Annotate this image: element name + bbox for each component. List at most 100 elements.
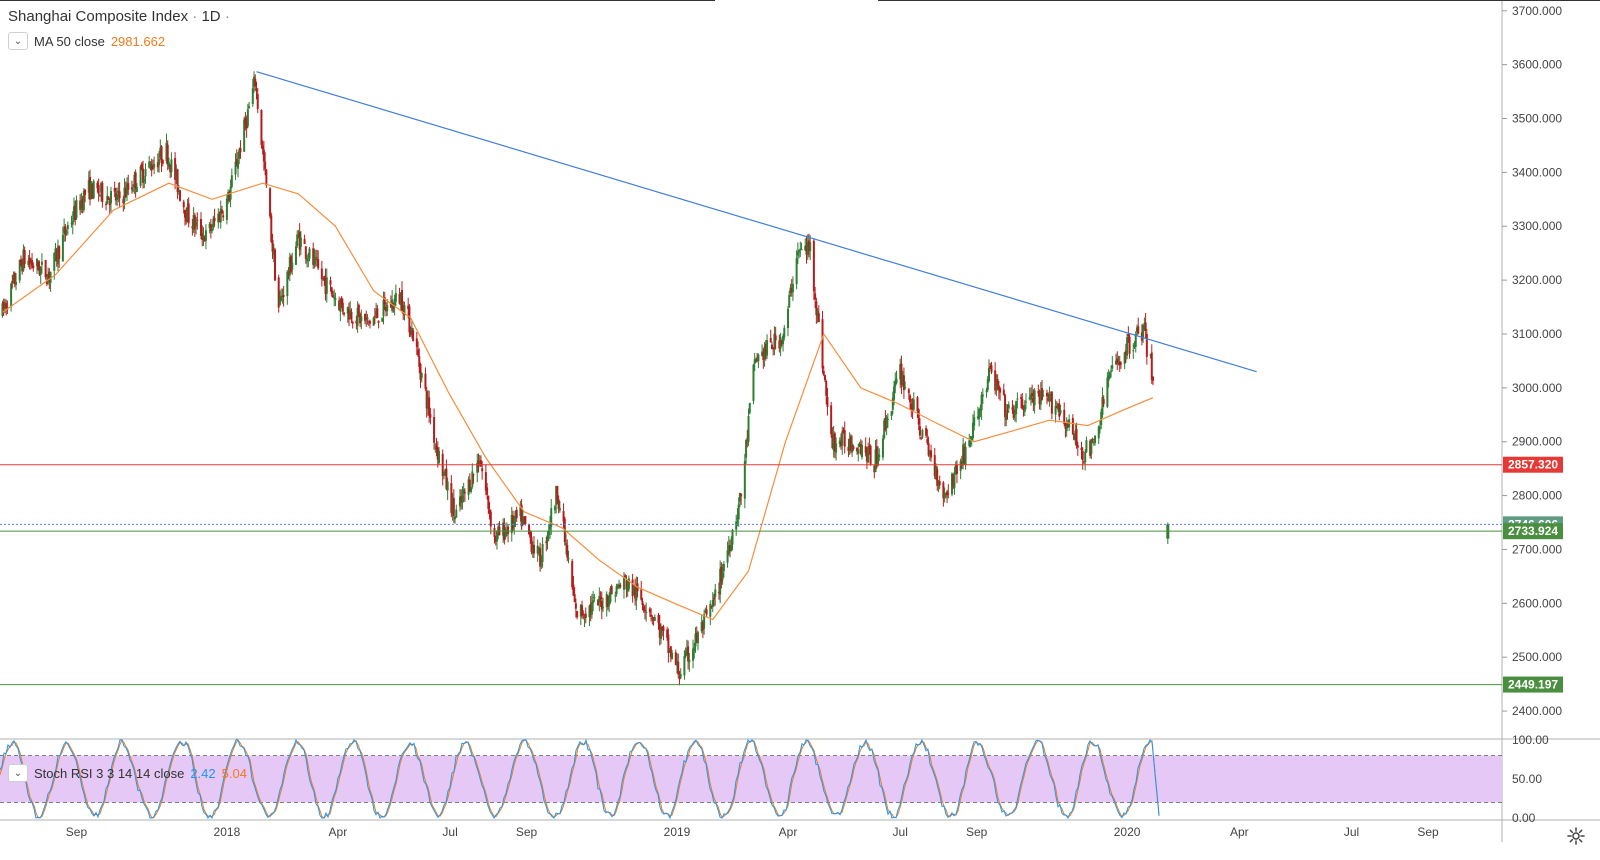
- candle-body: [720, 566, 723, 582]
- candle-body: [835, 443, 838, 453]
- candle-body: [105, 203, 108, 205]
- candle-body: [529, 531, 532, 539]
- candle-body: [1144, 322, 1147, 331]
- svg-text:2449.197: 2449.197: [1508, 678, 1558, 692]
- candle-body: [123, 187, 126, 202]
- candle-body: [359, 313, 362, 324]
- candle-body: [161, 159, 164, 164]
- candle-body: [618, 585, 621, 588]
- candle-body: [312, 248, 315, 265]
- symbol-title[interactable]: Shanghai Composite Index · 1D ·: [8, 8, 230, 25]
- candle-body: [350, 311, 353, 320]
- candle-body: [764, 343, 767, 354]
- candle-body: [947, 493, 950, 495]
- candle-body: [383, 297, 386, 305]
- candle-body: [571, 561, 574, 588]
- interval-label[interactable]: 1D: [201, 8, 221, 25]
- candle-body: [615, 586, 618, 595]
- candle-body: [47, 274, 50, 283]
- candle-body: [176, 169, 179, 193]
- candle-body: [970, 436, 973, 441]
- candle-body: [201, 233, 204, 240]
- candle-body: [927, 443, 930, 456]
- candle-body: [330, 287, 333, 294]
- candle-body: [200, 218, 203, 236]
- candle-body: [1050, 391, 1053, 414]
- price-tick-label: 2800.000: [1512, 489, 1562, 503]
- candle-body: [170, 159, 173, 173]
- candle-body: [986, 378, 989, 391]
- candle-body: [1098, 427, 1101, 429]
- candle-body: [3, 305, 6, 307]
- stoch-rsi-legend[interactable]: ⌄ Stoch RSI 3 3 14 14 close 2.42 5.04: [8, 764, 247, 782]
- candle-body: [519, 506, 522, 516]
- candle-body: [150, 164, 153, 171]
- candle-body: [222, 215, 225, 218]
- candle-body: [885, 416, 888, 428]
- price-tick-label: 2900.000: [1512, 435, 1562, 449]
- candle-body: [48, 271, 51, 281]
- rsi-tick-label: 50.00: [1512, 772, 1542, 786]
- candle-body: [325, 277, 328, 294]
- ma-legend[interactable]: ⌄ MA 50 close 2981.662: [8, 32, 165, 50]
- candle-body: [298, 231, 301, 250]
- candle-body: [1132, 350, 1135, 352]
- candle-body: [96, 183, 99, 189]
- candle-body: [341, 302, 344, 312]
- candle-body: [399, 292, 402, 305]
- candle-body: [124, 189, 127, 197]
- candle-body: [347, 309, 350, 320]
- candle-body: [930, 450, 933, 458]
- candle-body: [890, 411, 893, 416]
- candle-body: [911, 407, 914, 410]
- chevron-down-icon[interactable]: ⌄: [8, 32, 28, 50]
- candle-body: [15, 282, 18, 285]
- candle-body: [376, 308, 379, 318]
- candle-body: [101, 183, 104, 202]
- candle-body: [985, 390, 988, 392]
- candle-body: [260, 109, 263, 145]
- candle-body: [29, 262, 32, 264]
- candle-body: [18, 259, 21, 281]
- candle-body: [87, 180, 90, 193]
- candle-body: [843, 430, 846, 447]
- candle-body: [658, 623, 661, 638]
- candle-body: [916, 397, 919, 412]
- candle-body: [502, 522, 505, 536]
- candle-body: [713, 597, 716, 600]
- rsi-tick-label: 100.00: [1512, 733, 1549, 747]
- candle-body: [790, 288, 793, 293]
- candle-body: [412, 330, 415, 342]
- candle-body: [545, 541, 548, 543]
- candle-body: [281, 295, 284, 298]
- svg-text:2733.924: 2733.924: [1508, 524, 1558, 538]
- candle-body: [478, 463, 481, 465]
- candle-body: [574, 603, 577, 609]
- candle-body: [877, 453, 880, 466]
- candle-body: [806, 241, 809, 255]
- candle-body: [770, 344, 773, 350]
- candle-body: [791, 284, 794, 293]
- candle-body: [704, 611, 707, 613]
- candle-body: [677, 661, 680, 675]
- candle-body: [61, 235, 64, 262]
- candle-body: [700, 622, 703, 632]
- candle-body: [98, 194, 101, 196]
- candle-body: [782, 335, 785, 345]
- gear-icon[interactable]: [1566, 826, 1586, 846]
- candle-body: [118, 191, 121, 199]
- candle-body: [737, 504, 740, 520]
- candle-body: [1097, 426, 1100, 439]
- candle-body: [619, 584, 622, 588]
- candle-body: [602, 607, 605, 609]
- candle-body: [605, 594, 608, 608]
- candle-body: [408, 306, 411, 333]
- chevron-down-icon[interactable]: ⌄: [8, 764, 28, 782]
- candle-body: [418, 355, 421, 367]
- candle-body: [1021, 399, 1024, 409]
- candle-body: [346, 306, 349, 314]
- candle-body: [290, 256, 293, 272]
- candle-body: [486, 487, 489, 495]
- candle-body: [66, 224, 69, 230]
